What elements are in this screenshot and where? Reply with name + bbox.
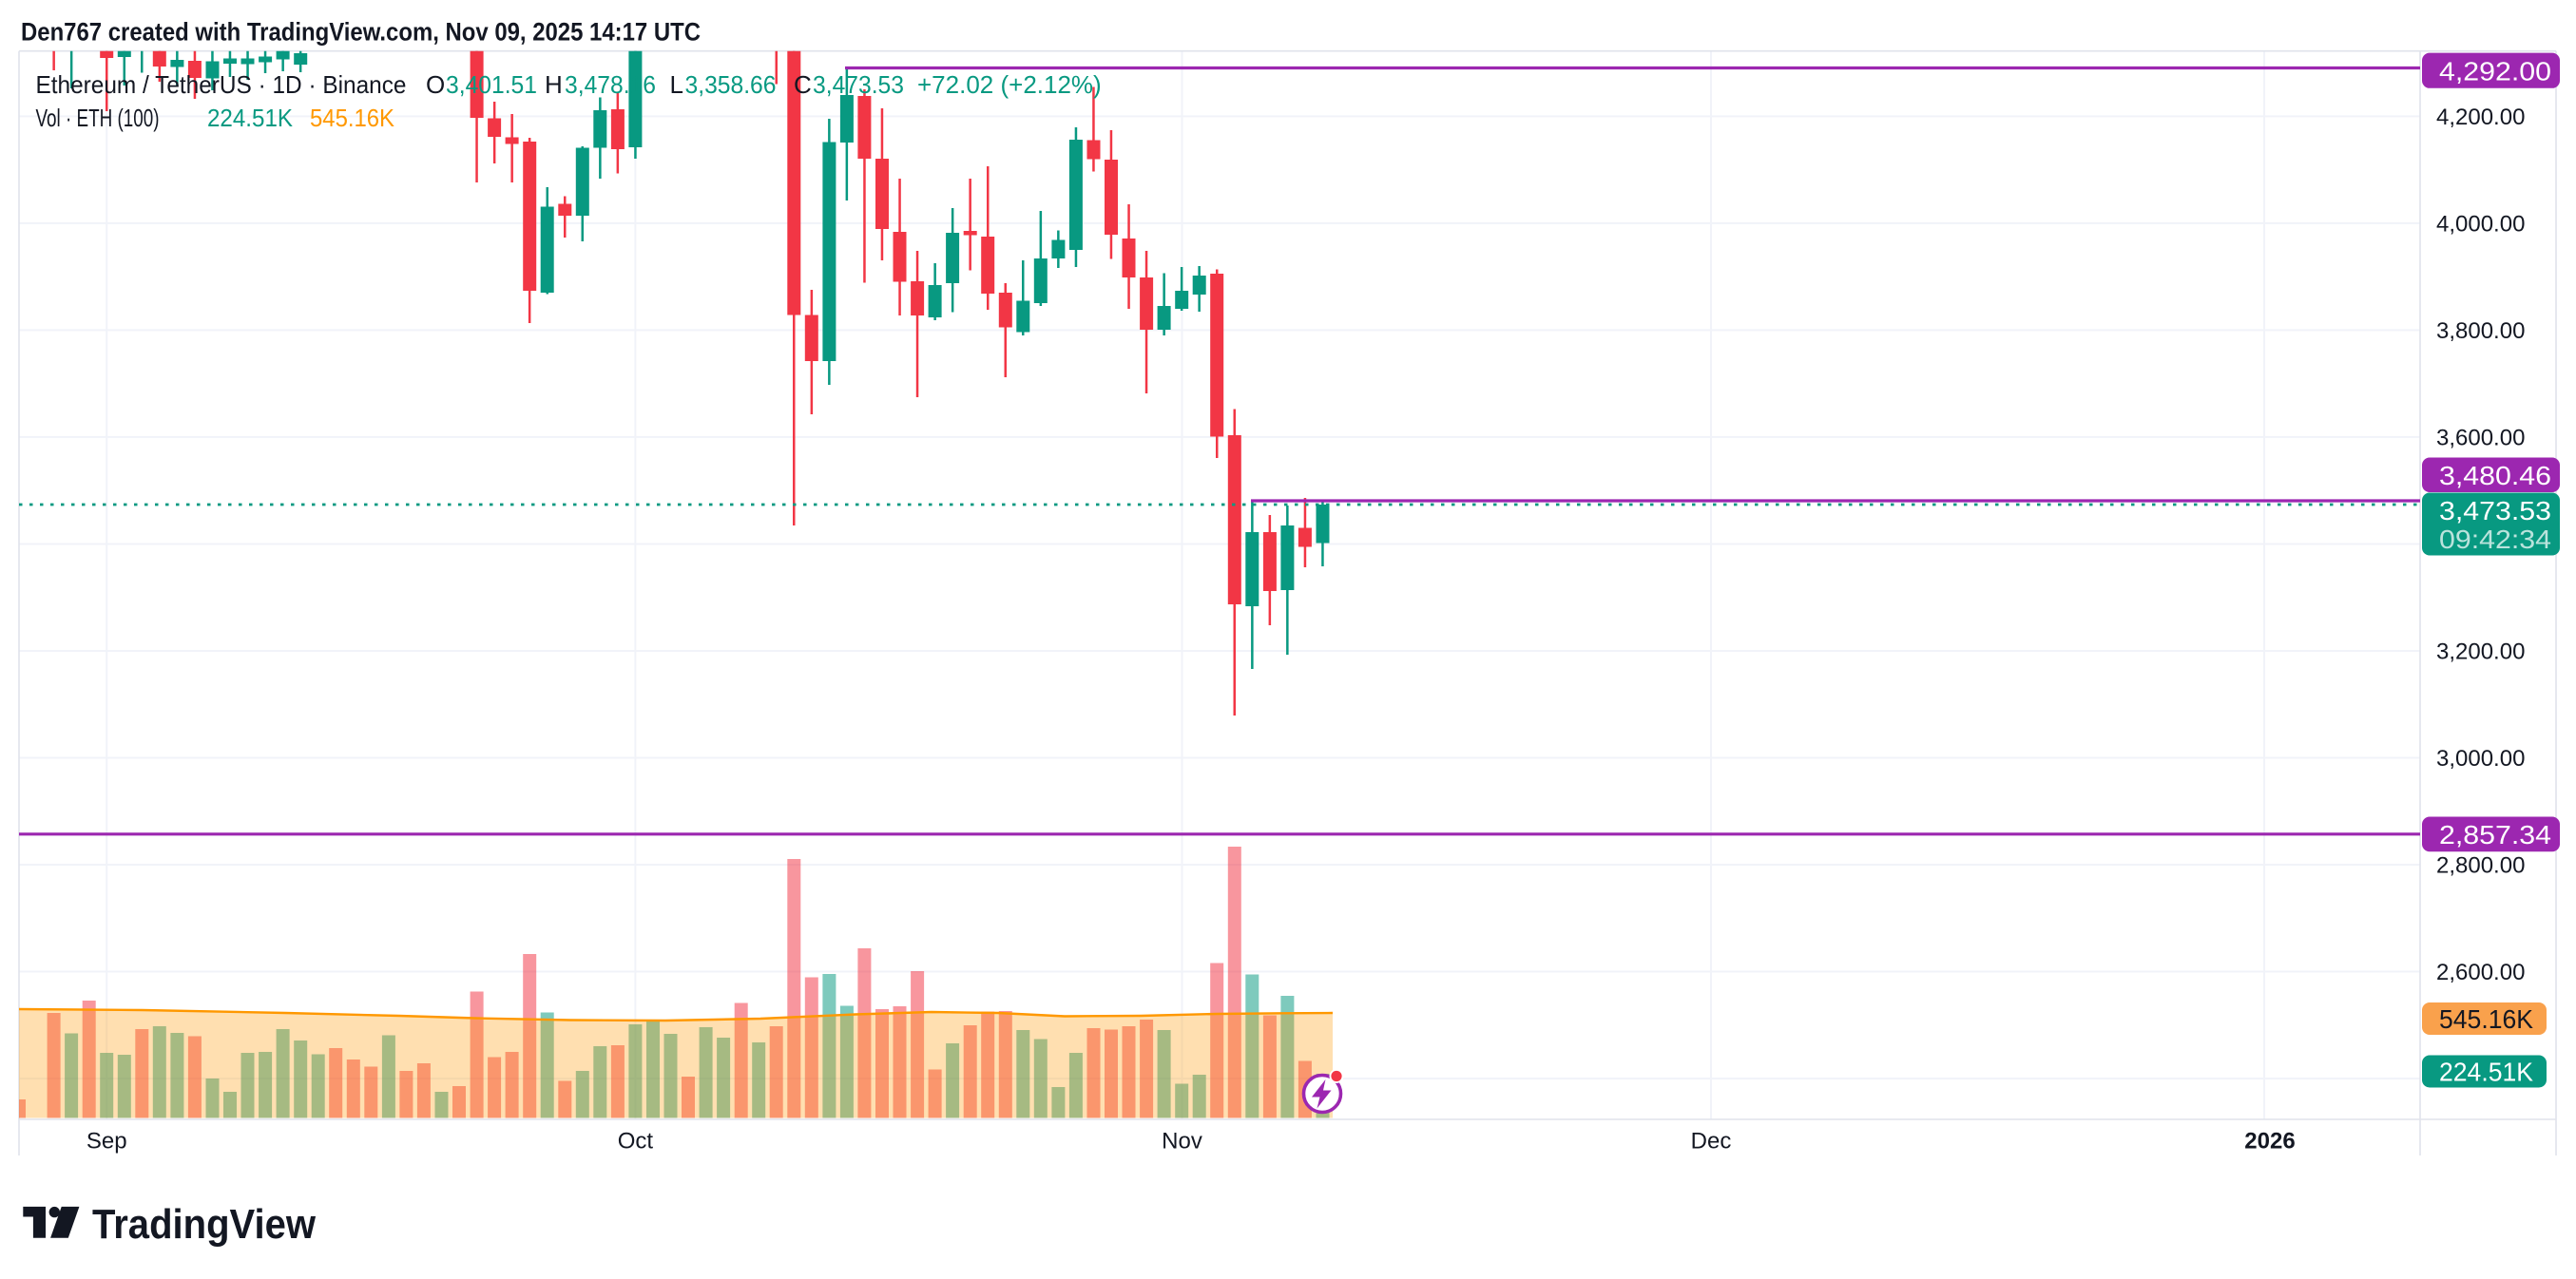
svg-text:09:42:34: 09:42:34 <box>2439 525 2551 554</box>
svg-text:3,600.00: 3,600.00 <box>2436 425 2525 450</box>
svg-text:4,000.00: 4,000.00 <box>2436 211 2525 237</box>
svg-text:Vol · ETH (100): Vol · ETH (100) <box>36 104 160 132</box>
svg-text:3,358.66: 3,358.66 <box>685 70 777 99</box>
svg-text:3,800.00: 3,800.00 <box>2436 318 2525 344</box>
svg-text:4,292.00: 4,292.00 <box>2439 57 2551 86</box>
svg-text:2026: 2026 <box>2244 1129 2295 1155</box>
svg-text:545.16K: 545.16K <box>310 104 395 132</box>
svg-text:2,857.34: 2,857.34 <box>2439 820 2551 849</box>
svg-text:Nov: Nov <box>1162 1129 1202 1155</box>
svg-text:3,480.46: 3,480.46 <box>2439 461 2551 490</box>
svg-text:L: L <box>670 70 683 99</box>
svg-text:TradingView: TradingView <box>92 1201 317 1248</box>
svg-text:+72.02 (+2.12%): +72.02 (+2.12%) <box>917 70 1102 99</box>
svg-text:Oct: Oct <box>618 1129 654 1155</box>
svg-text:4,200.00: 4,200.00 <box>2436 105 2525 130</box>
svg-text:3,000.00: 3,000.00 <box>2436 746 2525 772</box>
svg-text:3,473.53: 3,473.53 <box>813 70 904 99</box>
svg-text:545.16K: 545.16K <box>2439 1004 2533 1034</box>
svg-text:3,200.00: 3,200.00 <box>2436 640 2525 665</box>
svg-text:O: O <box>426 70 445 99</box>
svg-text:Sep: Sep <box>87 1129 127 1155</box>
svg-text:3,473.53: 3,473.53 <box>2439 496 2551 525</box>
svg-text:Den767 created with TradingVie: Den767 created with TradingView.com, Nov… <box>21 18 701 47</box>
svg-text:3,401.51: 3,401.51 <box>446 70 537 99</box>
svg-text:2,800.00: 2,800.00 <box>2436 853 2525 879</box>
svg-text:3,478.16: 3,478.16 <box>565 70 656 99</box>
svg-text:224.51K: 224.51K <box>2439 1058 2533 1087</box>
svg-text:224.51K: 224.51K <box>207 104 294 132</box>
svg-text:Ethereum / TetherUS · 1D · Bin: Ethereum / TetherUS · 1D · Binance <box>36 70 407 99</box>
svg-text:2,600.00: 2,600.00 <box>2436 960 2525 985</box>
svg-text:Dec: Dec <box>1691 1129 1732 1155</box>
svg-text:C: C <box>794 70 812 99</box>
svg-text:H: H <box>545 70 563 99</box>
